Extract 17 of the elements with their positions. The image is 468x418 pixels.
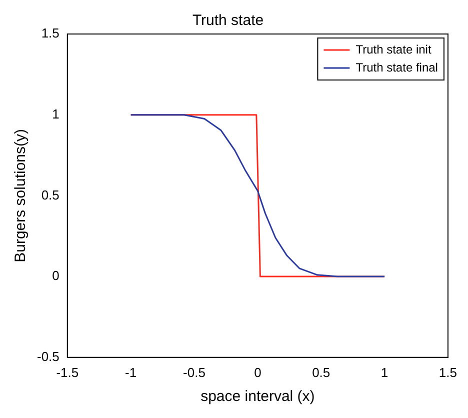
chart-title: Truth state — [192, 12, 264, 30]
y-tick-label: 1 — [52, 106, 60, 122]
legend-label: Truth state init — [356, 42, 432, 56]
x-tick-label: -1 — [125, 364, 137, 380]
y-tick-label: -0.5 — [36, 348, 60, 364]
x-axis-title: space interval (x) — [200, 388, 315, 406]
x-tick-label: 1.5 — [438, 364, 458, 380]
x-tick-label: 1 — [380, 364, 388, 380]
legend-label: Truth state final — [356, 60, 438, 74]
x-tick-label: -1.5 — [56, 364, 79, 380]
x-tick-label: 0 — [254, 364, 262, 380]
y-tick-label: 0 — [52, 268, 60, 284]
x-tick-label: 0.5 — [312, 364, 330, 380]
y-tick-label: 1.5 — [41, 26, 60, 41]
x-tick-label: -0.5 — [183, 364, 206, 380]
y-tick-label: 0.5 — [41, 187, 60, 202]
y-axis-title: Burgers solutions(y) — [12, 129, 30, 262]
